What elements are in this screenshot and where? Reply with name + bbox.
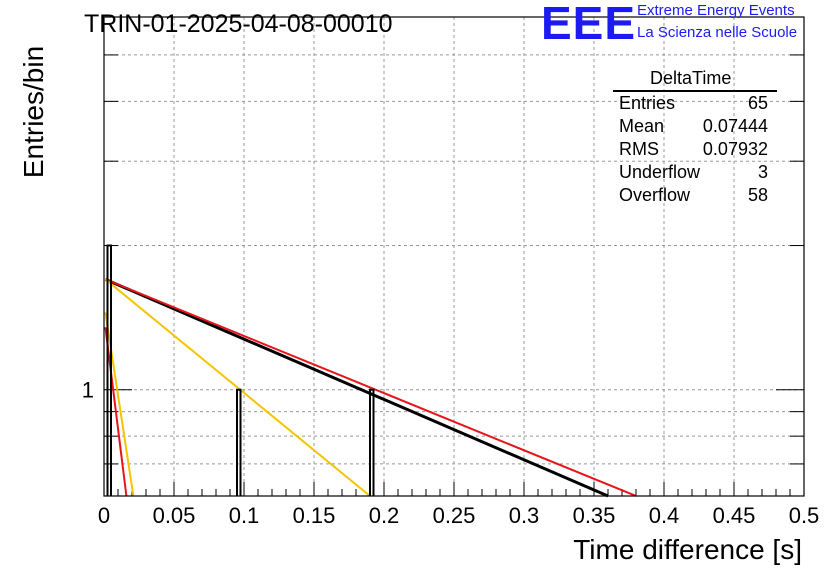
stats-key-rms: RMS	[619, 139, 659, 159]
y-tick-label: 1	[82, 378, 94, 403]
stats-key-mean: Mean	[619, 116, 665, 136]
fit-curve	[104, 278, 371, 497]
eee-logo: EEE	[541, 0, 637, 49]
stats-key-overflow: Overflow	[619, 185, 691, 205]
y-axis-label: Entries/bin	[18, 45, 49, 179]
x-tick-label: 0	[98, 503, 110, 528]
stats-box-title: DeltaTime	[650, 68, 732, 88]
histogram-bin	[236, 388, 242, 496]
x-tick-label: 0.5	[789, 503, 820, 528]
stats-value-entries: 65	[747, 93, 768, 113]
fit-curve	[104, 277, 609, 498]
page-title: TRIN-01-2025-04-08-00010	[84, 10, 393, 38]
stats-value-rms: 0.07932	[702, 139, 768, 159]
x-tick-label: 0.1	[229, 503, 260, 528]
stats-value-underflow: 3	[757, 162, 768, 182]
x-tick-label: 0.15	[293, 503, 336, 528]
x-tick-label: 0.4	[649, 503, 680, 528]
x-tick-label: 0.05	[153, 503, 196, 528]
stats-key-entries: Entries	[619, 93, 676, 113]
fit-curve	[105, 278, 637, 497]
plot-frame	[103, 16, 805, 497]
x-tick-label: 0.45	[713, 503, 756, 528]
x-tick-label: 0.25	[433, 503, 476, 528]
x-axis-label: Time difference [s]	[573, 534, 802, 565]
logo-line-1: Extreme Energy Events	[637, 2, 795, 19]
histogram-bin	[369, 388, 375, 496]
logo-line-2: La Scienza nelle Scuole	[637, 24, 798, 41]
x-tick-label: 0.2	[369, 503, 400, 528]
stats-key-underflow: Underflow	[619, 162, 701, 182]
histogram-bin	[106, 244, 112, 496]
x-tick-label: 0.3	[509, 503, 540, 528]
stats-value-overflow: 58	[747, 185, 768, 205]
fit-curve	[104, 327, 128, 497]
stats-value-mean: 0.07444	[702, 116, 768, 136]
x-tick-label: 0.35	[573, 503, 616, 528]
